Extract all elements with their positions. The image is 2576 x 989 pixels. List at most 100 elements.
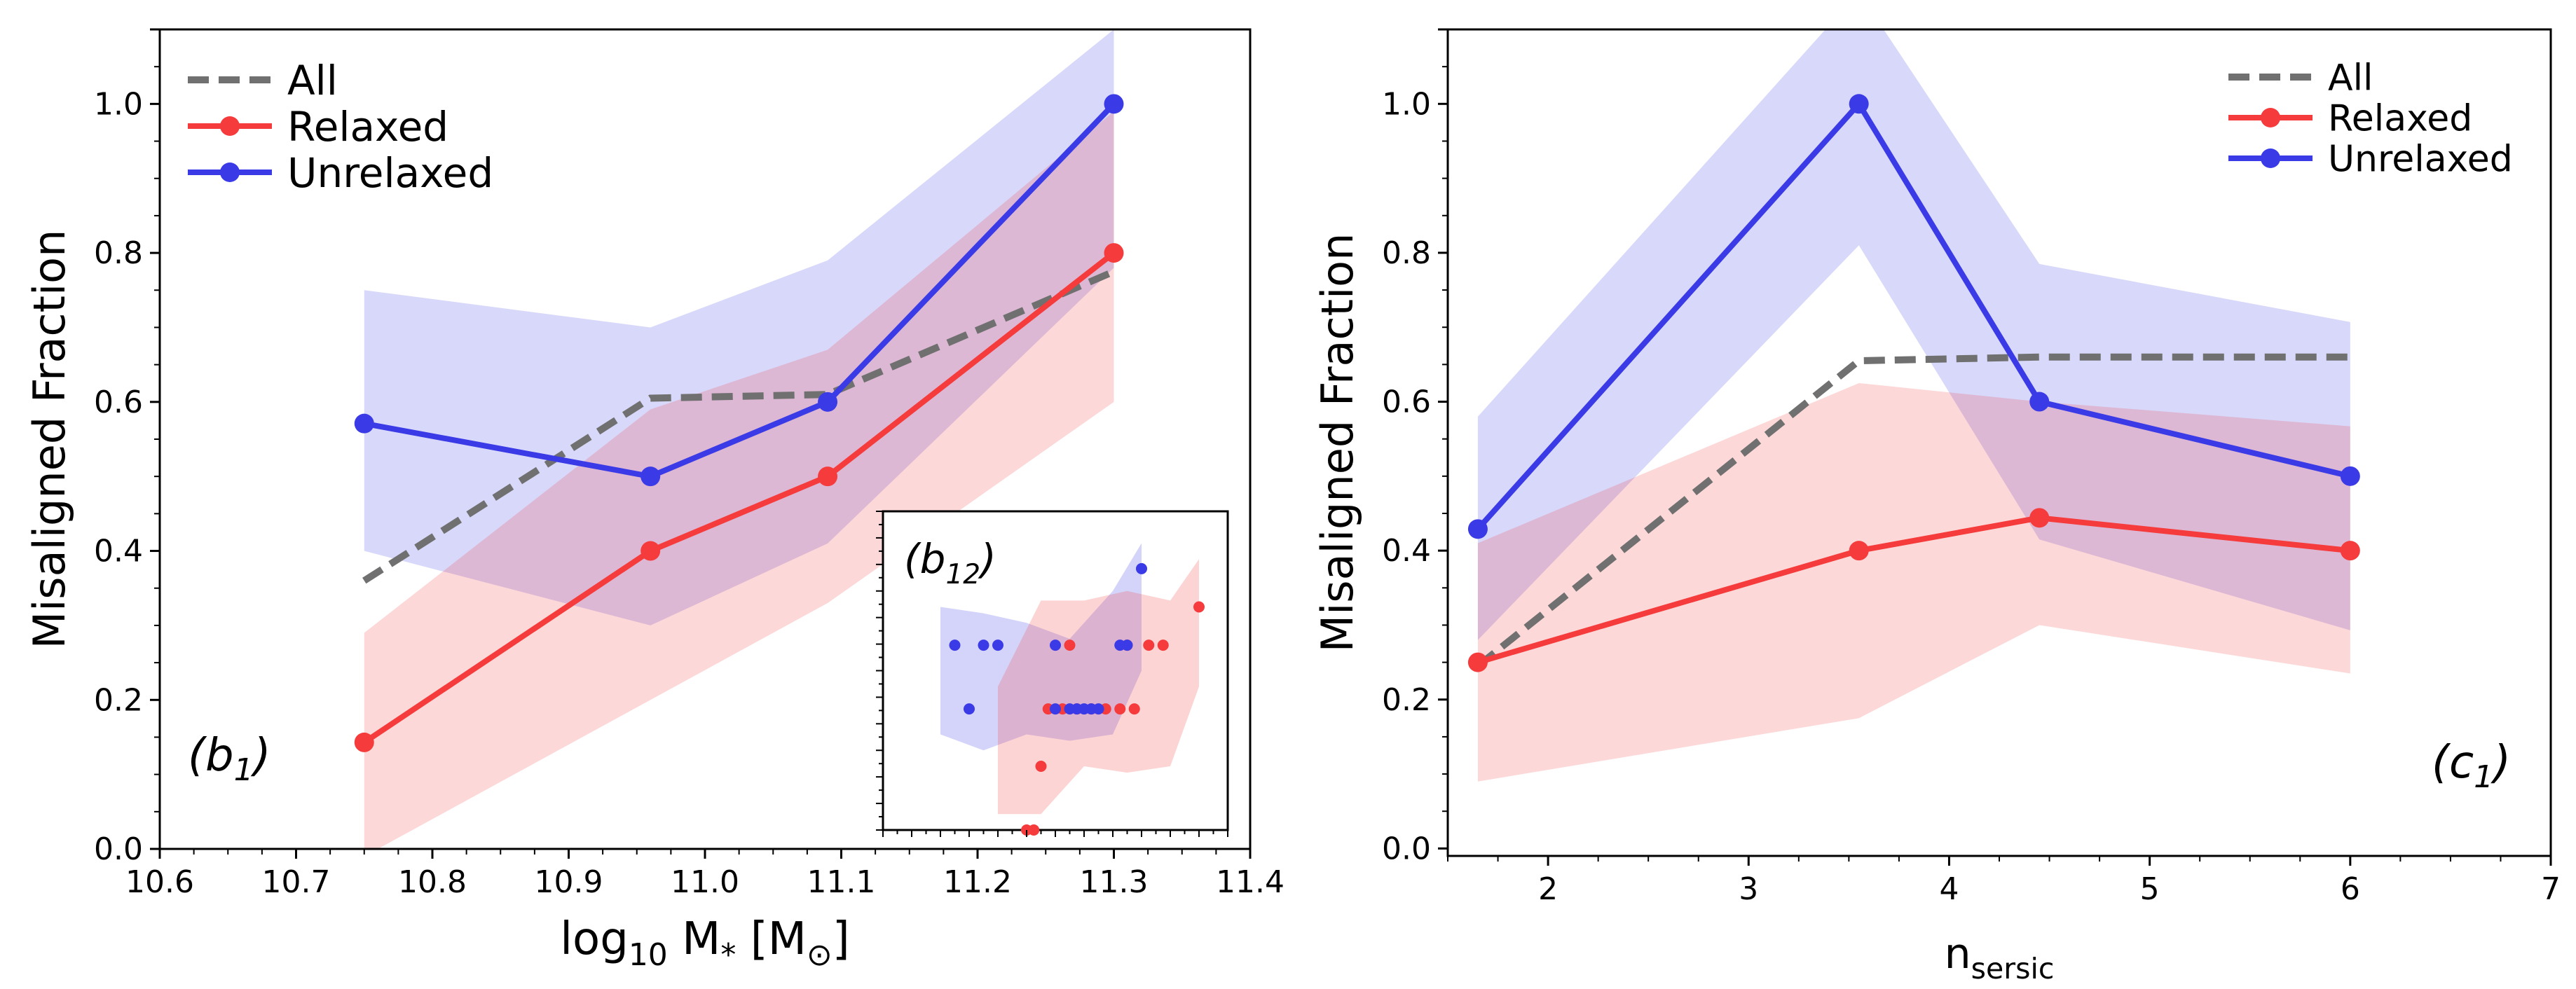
legend-entry-unrelaxed: Unrelaxed [188, 149, 493, 197]
unrelaxed-band [364, 29, 1114, 625]
inset-label-part: 12 [945, 559, 980, 590]
unrelaxed-point [2029, 392, 2050, 412]
legend-entry-relaxed: Relaxed [188, 103, 448, 151]
y-tick-label: 0.6 [1382, 385, 1431, 420]
unrelaxed-band [1477, 29, 2350, 640]
series-lines [1467, 94, 2360, 672]
relaxed-point [1104, 243, 1124, 263]
x-tick-label: 11.2 [943, 864, 1012, 900]
x-axis-label-part: 10 [629, 937, 668, 973]
relaxed-point [2029, 508, 2050, 528]
x-tick-label: 4 [1939, 871, 1959, 907]
panel-label-part: (c [2432, 737, 2474, 789]
inset-unrelaxed-band [940, 543, 1142, 751]
x-tick-label: 11.1 [807, 864, 876, 900]
x-tick-label: 11.3 [1080, 864, 1149, 900]
panel-c1-sersic-index: 2 3 4 5 6 7 0.0 0.2 0.4 0.6 0.8 1.0 Misaligned Fract… [1312, 28, 2561, 985]
y-tick-label: 0.4 [94, 534, 143, 569]
x-tick-label: 6 [2341, 871, 2360, 907]
y-tick-label: 0.8 [1382, 235, 1431, 271]
x-axis-label-part: sersic [1971, 952, 2055, 985]
legend-marker [2261, 148, 2280, 168]
panel-label: (b1) [188, 730, 271, 788]
relaxed-point [818, 466, 838, 487]
x-axis-label: nsersic [1945, 929, 2055, 985]
x-axis-label-part: ] [833, 913, 850, 965]
confidence-bands [1477, 29, 2350, 782]
panel-label-part: 1 [234, 752, 254, 788]
unrelaxed-series-line [1475, 101, 2351, 531]
relaxed-band [1477, 382, 2350, 782]
unrelaxed-series-line [364, 102, 1116, 480]
inset-relaxed-point [1064, 639, 1076, 651]
relaxed-point [2340, 541, 2360, 561]
x-tick-label: 5 [2140, 871, 2160, 907]
x-tick-label: 10.6 [125, 864, 194, 900]
relaxed-point [1467, 652, 1488, 672]
inset-frame [882, 510, 1229, 831]
legend-marker [2261, 108, 2280, 127]
y-tick-label: 0.2 [1382, 682, 1431, 718]
inset-unrelaxed-point [1121, 639, 1133, 651]
inset-label-part: b [920, 535, 946, 583]
inset-relaxed-point [1157, 639, 1169, 651]
inset-relaxed-point [1028, 824, 1040, 836]
relaxed-point [354, 732, 374, 752]
panel-b1-stellar-mass: (b12) 10.6 10.7 10.8 10.9 11.0 11.1 11.2 11.3 11… [24, 28, 1284, 973]
x-axis-label-part: [M [736, 913, 807, 965]
x-tick-label: 10.9 [535, 864, 603, 900]
y-tick-label: 0.6 [94, 385, 143, 420]
unrelaxed-point [1104, 94, 1124, 114]
inset-unrelaxed-point [1092, 703, 1104, 715]
legend-entry-unrelaxed: Unrelaxed [2228, 139, 2513, 181]
y-tick-label: 0.0 [1382, 831, 1431, 866]
inset-relaxed-point [1035, 761, 1047, 772]
x-tick-label: 2 [1538, 871, 1558, 907]
y-tick-label: 0.8 [94, 235, 143, 271]
x-axis-label-part: * [720, 937, 736, 973]
axes: 2 3 4 5 6 7 0.0 0.2 0.4 0.6 0.8 1.0 Misaligned Fract… [1312, 28, 2561, 985]
legend-label: All [2328, 57, 2373, 99]
inset-unrelaxed-point [992, 639, 1003, 651]
axes: 10.6 10.7 10.8 10.9 11.0 11.1 11.2 11.3 11.40.00… [24, 28, 1284, 973]
legend-entry-all: All [188, 57, 338, 104]
panel-label-part: 1 [2474, 759, 2493, 795]
x-axis-label-part: n [1945, 929, 1971, 978]
unrelaxed-point [354, 413, 374, 434]
legend-label: Relaxed [2328, 98, 2472, 140]
relaxed-series-line [362, 250, 1116, 745]
legend-entry-relaxed: Relaxed [2228, 98, 2472, 140]
relaxed-point [640, 541, 661, 561]
inset-unrelaxed-point [964, 703, 975, 715]
inset-panel-b12: (b12) [876, 510, 1229, 837]
legend-label: All [287, 57, 338, 104]
inset-relaxed-point [1193, 601, 1205, 613]
legend-marker [220, 116, 240, 136]
y-tick-label: 1.0 [94, 86, 143, 122]
unrelaxed-point [1467, 519, 1488, 539]
x-tick-label: 11.4 [1216, 864, 1284, 900]
inset-label-part: ) [978, 535, 996, 583]
y-tick-label: 1.0 [1382, 86, 1431, 122]
legend-marker [220, 162, 240, 182]
inset-relaxed-point [1143, 639, 1155, 651]
inset-unrelaxed-point [1050, 703, 1061, 715]
x-tick-label: 7 [2541, 871, 2561, 907]
all-series-line [362, 268, 1116, 584]
x-tick-label: 3 [1739, 871, 1758, 907]
x-tick-label: 11.0 [671, 864, 739, 900]
relaxed-point [1849, 541, 1869, 561]
inset-relaxed-band [998, 559, 1199, 815]
x-axis-label: log10 M* [M⊙] [560, 913, 850, 973]
y-tick-label: 0.2 [94, 682, 143, 718]
legend-label: Unrelaxed [287, 149, 493, 197]
unrelaxed-point [640, 466, 661, 487]
legend-entry-all: All [2228, 57, 2373, 99]
x-axis-label-part: M [668, 913, 721, 965]
y-axis-label: Misaligned Fraction [1312, 233, 1363, 653]
unrelaxed-point [818, 392, 838, 412]
y-tick-label: 0.4 [1382, 533, 1431, 569]
